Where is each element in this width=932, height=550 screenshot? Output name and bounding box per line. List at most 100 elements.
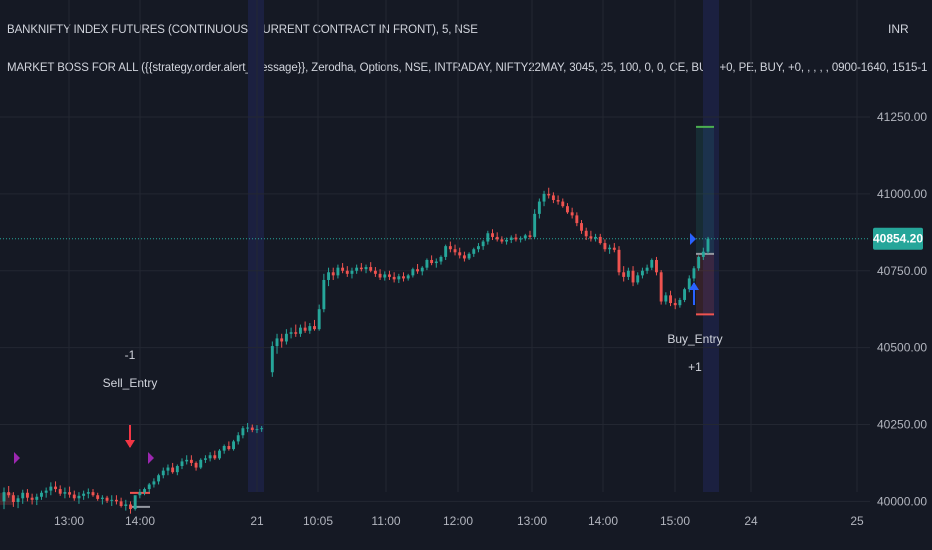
candle-body bbox=[359, 267, 363, 270]
candle bbox=[551, 192, 555, 204]
candle-body bbox=[105, 497, 109, 501]
time-axis[interactable]: 13:00 14:00 21 10:05 11:00 12:00 13:00 14:00 15:… bbox=[54, 514, 864, 528]
candle bbox=[152, 478, 156, 488]
candle-body bbox=[227, 446, 231, 450]
candle bbox=[514, 233, 518, 242]
candle-body bbox=[68, 492, 72, 495]
candle-body bbox=[523, 235, 527, 239]
candle-body bbox=[232, 441, 235, 450]
grid-lines bbox=[0, 0, 870, 502]
candle bbox=[486, 230, 490, 245]
candle-body bbox=[701, 251, 705, 257]
candle-body bbox=[673, 303, 677, 306]
candle-body bbox=[275, 338, 279, 347]
candle bbox=[673, 298, 677, 310]
candle bbox=[110, 495, 114, 506]
candle bbox=[462, 251, 466, 262]
candle bbox=[477, 243, 480, 253]
price-axis[interactable]: 41250.00 41000.00 40750.00 40500.00 40250.00… bbox=[873, 110, 927, 508]
candle bbox=[355, 264, 359, 274]
candle-body bbox=[355, 267, 359, 271]
candle-body bbox=[54, 486, 57, 490]
symbol-title[interactable]: BANKNIFTY INDEX FUTURES (CONTINUOUS: CUR… bbox=[7, 24, 478, 36]
candle-body bbox=[294, 332, 298, 334]
candle bbox=[425, 258, 429, 271]
candle-body bbox=[631, 270, 635, 283]
candle-body bbox=[650, 259, 654, 268]
last-price-badge bbox=[873, 227, 923, 250]
candle-body bbox=[547, 193, 551, 196]
candle-body bbox=[706, 238, 710, 252]
candle-body bbox=[373, 270, 377, 274]
candle bbox=[505, 237, 509, 245]
candle-body bbox=[11, 495, 15, 502]
candle-body bbox=[580, 223, 583, 231]
candle-body bbox=[133, 495, 137, 510]
candle bbox=[138, 489, 142, 499]
candle bbox=[617, 246, 621, 276]
candle-body bbox=[608, 247, 612, 250]
price-tick-label: 40500.00 bbox=[877, 341, 927, 355]
time-tick-label: 21 bbox=[250, 514, 264, 528]
candle-body bbox=[486, 233, 490, 242]
candle bbox=[44, 487, 48, 498]
candle-body bbox=[505, 240, 509, 242]
candle bbox=[327, 267, 331, 287]
candle-body bbox=[147, 484, 151, 490]
candle bbox=[598, 233, 602, 245]
candle-body bbox=[617, 249, 621, 273]
candle-body bbox=[260, 428, 264, 430]
trade-zone bbox=[0, 125, 714, 508]
candle bbox=[336, 264, 340, 279]
candle-body bbox=[222, 446, 226, 451]
price-tick-label: 40000.00 bbox=[877, 494, 927, 508]
candle bbox=[232, 439, 235, 451]
candle bbox=[331, 267, 335, 280]
strategy-legend[interactable]: MARKET BOSS FOR ALL ({{strategy.order.al… bbox=[7, 62, 927, 74]
candle-body bbox=[30, 497, 34, 500]
candle bbox=[584, 227, 588, 240]
candle bbox=[406, 273, 410, 281]
candle bbox=[175, 464, 179, 476]
candle bbox=[199, 458, 203, 470]
candle-body bbox=[35, 496, 39, 500]
candle bbox=[82, 490, 86, 500]
candle-body bbox=[185, 459, 189, 462]
marker-triangle bbox=[690, 233, 696, 245]
candle-body bbox=[622, 272, 626, 277]
candle bbox=[255, 425, 259, 434]
candle bbox=[491, 229, 494, 240]
candle bbox=[669, 290, 672, 307]
candle bbox=[345, 266, 349, 277]
candle-body bbox=[303, 327, 307, 331]
candle-body bbox=[537, 201, 541, 214]
buy-entry-arrow bbox=[689, 282, 699, 305]
candle-body bbox=[96, 495, 100, 499]
candle bbox=[402, 272, 405, 282]
candle bbox=[430, 255, 434, 266]
candle-body bbox=[458, 252, 462, 256]
candle-body bbox=[16, 498, 20, 502]
candle-body bbox=[491, 233, 494, 237]
price-tick-label: 40750.00 bbox=[877, 264, 927, 278]
candle-body bbox=[406, 275, 410, 279]
candle-body bbox=[199, 459, 203, 468]
candle bbox=[166, 464, 170, 476]
candle bbox=[364, 264, 368, 274]
sell-entry-arrow-head bbox=[125, 440, 135, 448]
candle bbox=[96, 492, 100, 501]
candle bbox=[537, 198, 541, 219]
candle-body bbox=[58, 489, 62, 494]
candle-body bbox=[420, 267, 424, 272]
candle-body bbox=[683, 289, 687, 300]
candle bbox=[453, 244, 457, 256]
candle-body bbox=[91, 492, 95, 496]
candle bbox=[631, 266, 635, 287]
candle-body bbox=[598, 236, 602, 244]
candle-body bbox=[143, 489, 146, 493]
candle-body bbox=[327, 272, 331, 280]
candle bbox=[213, 450, 217, 460]
candle-body bbox=[397, 276, 401, 280]
